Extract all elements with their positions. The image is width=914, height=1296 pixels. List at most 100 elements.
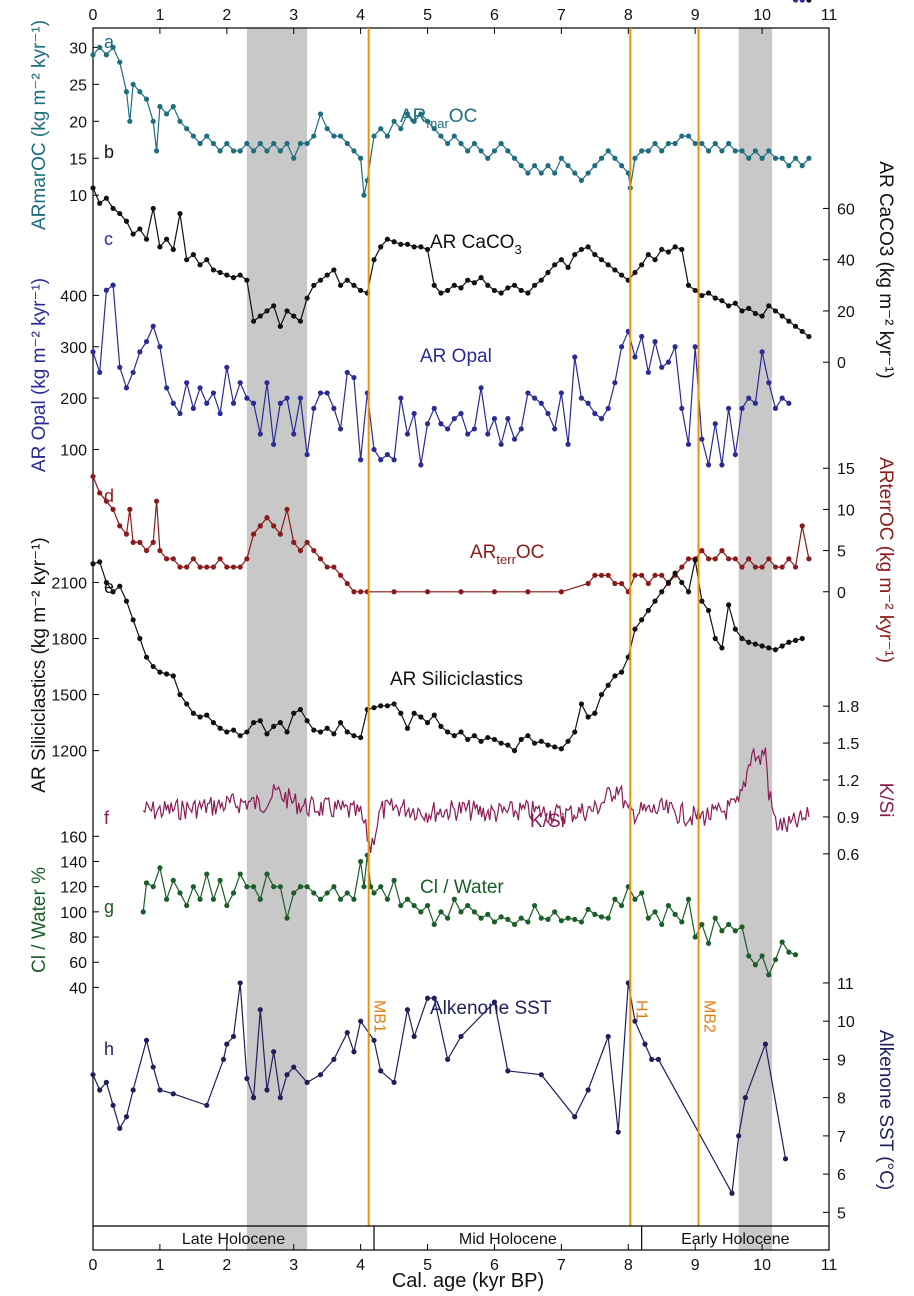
data-point [404, 896, 411, 902]
data-point [277, 884, 283, 890]
data-point [237, 980, 243, 986]
x-axis-title: Cal. age (kyr BP) [392, 1270, 544, 1292]
data-point [726, 140, 732, 147]
data-point [384, 236, 390, 242]
data-point [578, 701, 585, 707]
data-point [598, 155, 605, 161]
data-point [746, 305, 752, 311]
data-point [505, 416, 511, 422]
data-point [772, 957, 779, 963]
data-point [143, 1037, 150, 1043]
data-point [237, 272, 243, 278]
data-point [498, 441, 504, 447]
event-label: MB2 [701, 1000, 718, 1033]
data-point [792, 637, 799, 643]
data-point [612, 155, 618, 161]
y-tick-label: 20 [837, 304, 855, 321]
data-point [123, 89, 130, 95]
data-point [170, 103, 176, 110]
data-point [277, 400, 283, 406]
data-point [665, 249, 672, 255]
x-tick-label-top: 7 [557, 7, 566, 24]
data-point [762, 1041, 769, 1047]
data-point [184, 701, 190, 707]
data-point [271, 140, 277, 147]
data-point [404, 725, 411, 731]
data-point [217, 410, 223, 417]
data-point [649, 1056, 655, 1063]
data-point [164, 111, 170, 117]
data-point [699, 598, 705, 604]
data-point [230, 727, 237, 733]
data-point [284, 1072, 290, 1078]
data-point [398, 710, 404, 716]
data-point [491, 919, 498, 925]
series-label: AR Siliciclastics [390, 669, 523, 690]
data-point [659, 589, 665, 595]
data-point [672, 911, 678, 917]
data-point [739, 564, 745, 570]
data-point [618, 902, 625, 909]
data-point [786, 318, 792, 324]
data-point [257, 718, 263, 724]
data-point [204, 871, 210, 877]
data-point [632, 354, 638, 360]
data-point [264, 871, 270, 877]
panel-g: 40 60 80 100 120 140 160 g Cl / Water Cl / Water … [29, 829, 799, 997]
data-point [545, 742, 551, 748]
data-point [257, 140, 263, 147]
data-point [545, 163, 551, 169]
data-point [204, 712, 210, 718]
data-point [297, 395, 304, 401]
panel-a: 10 15 20 25 30 a ARmarOC ARmarOC (kg m⁻² kyr⁻¹) [29, 20, 812, 230]
y-tick-label: 80 [69, 930, 87, 947]
data-point [525, 733, 531, 739]
data-point [337, 896, 344, 902]
data-point [511, 436, 518, 442]
data-point [418, 462, 424, 468]
data-point [739, 148, 745, 154]
data-point [632, 572, 638, 578]
data-point [672, 344, 678, 350]
data-point [659, 246, 665, 253]
data-point [210, 390, 217, 396]
data-point [572, 729, 578, 735]
data-point [184, 257, 190, 263]
data-point [177, 691, 183, 698]
data-point [532, 395, 538, 401]
data-point [471, 140, 477, 147]
y-tick-label: 8 [837, 1091, 846, 1108]
data-point [672, 244, 678, 250]
data-point [177, 118, 183, 124]
data-point [230, 890, 237, 896]
data-point [431, 405, 437, 411]
data-point [558, 155, 564, 161]
data-point [97, 1087, 103, 1093]
data-point [297, 706, 304, 713]
data-point [391, 118, 397, 124]
data-point [465, 277, 471, 283]
y-axis-title: Alkenone SST (°C) [875, 1030, 896, 1190]
data-point [645, 369, 651, 376]
series-label: AR CaCO3 [430, 232, 522, 257]
series-label: ARterrOC [470, 542, 544, 567]
data-point [692, 287, 698, 294]
data-point [665, 140, 672, 147]
data-point [726, 405, 732, 411]
data-point [237, 733, 243, 739]
panel-letter: d [104, 486, 114, 506]
data-point [164, 556, 170, 562]
data-point [746, 556, 752, 562]
data-point [685, 282, 692, 288]
data-point [157, 669, 163, 675]
data-point [143, 339, 150, 345]
data-point [752, 310, 759, 317]
data-point [197, 714, 203, 720]
data-point [538, 170, 544, 176]
data-point [565, 441, 571, 447]
data-point [177, 890, 183, 896]
data-point [639, 262, 645, 268]
data-point [358, 155, 364, 161]
data-point [545, 269, 551, 276]
data-point [445, 287, 451, 294]
